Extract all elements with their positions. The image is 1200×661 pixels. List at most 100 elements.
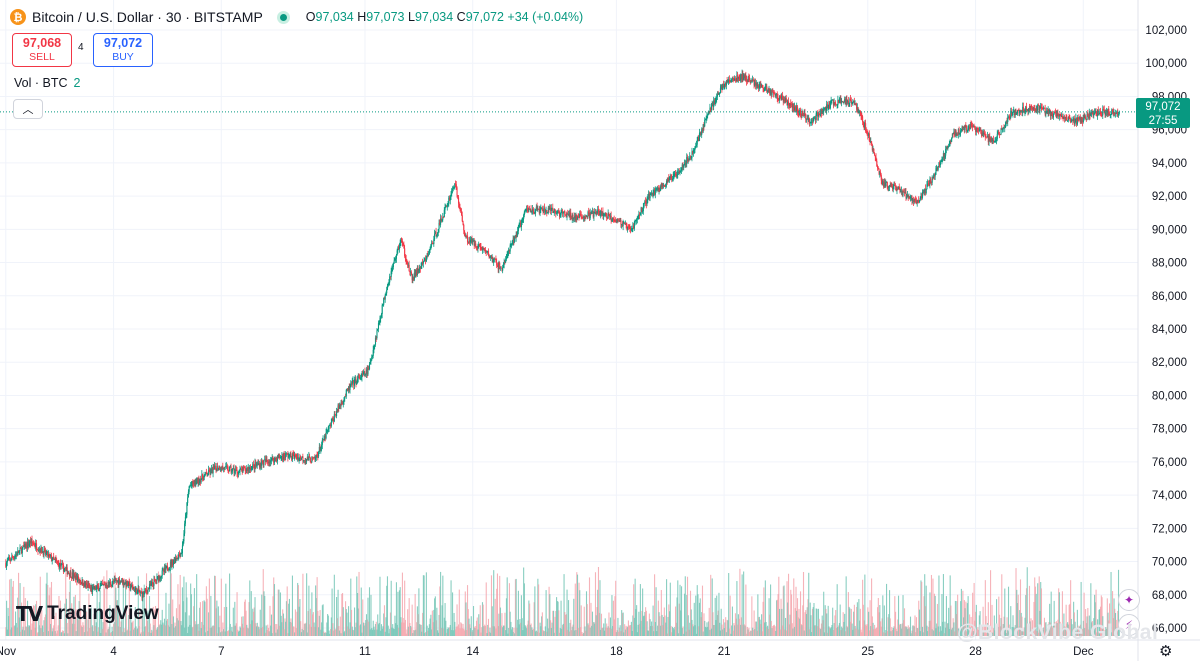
candle-body — [906, 197, 908, 199]
candle-body — [636, 216, 638, 220]
candle-body — [309, 457, 311, 463]
volume-bar — [281, 622, 283, 636]
volume-bar — [661, 614, 663, 636]
candle-body — [976, 127, 978, 129]
volume-bar — [454, 621, 456, 636]
candle-body — [1021, 110, 1023, 113]
volume-bar — [472, 606, 475, 636]
volume-bar — [137, 576, 139, 636]
candle-body — [413, 277, 415, 280]
volume-bar — [1010, 606, 1012, 636]
volume-bar — [1040, 588, 1043, 636]
candle-body — [948, 143, 950, 146]
candle-body — [104, 584, 106, 586]
volume-bar — [640, 620, 642, 636]
volume-bar — [1053, 600, 1055, 636]
volume-bar — [738, 618, 740, 636]
volume-bar — [576, 572, 578, 636]
volume-bar — [757, 594, 759, 636]
volume-bar — [560, 600, 562, 636]
volume-legend[interactable]: Vol · BTC 2 — [14, 76, 80, 90]
volume-bar — [653, 631, 655, 636]
candle-body — [286, 453, 288, 455]
y-tick-label: 88,000 — [1152, 258, 1187, 270]
candle-body — [660, 186, 662, 187]
volume-bar — [979, 611, 981, 636]
volume-bar — [366, 619, 368, 636]
candle-body — [446, 204, 448, 207]
candle-body — [595, 212, 597, 214]
x-tick-label: 14 — [466, 646, 479, 658]
candle-body — [643, 203, 645, 207]
candle-body — [291, 456, 293, 460]
candle-body — [179, 554, 181, 557]
volume-bar — [972, 592, 974, 636]
volume-bar — [36, 633, 38, 636]
candle-body — [841, 101, 843, 103]
volume-bar — [1001, 574, 1003, 636]
volume-bar — [721, 624, 723, 636]
candle-body — [612, 217, 614, 221]
buy-button[interactable]: 97,072 BUY — [93, 33, 153, 67]
volume-bar — [821, 615, 823, 636]
candle-body — [836, 105, 838, 106]
volume-bar — [227, 630, 229, 636]
symbol-title[interactable]: Bitcoin / U.S. Dollar · 30 · BITSTAMP — [32, 9, 263, 25]
candle-body — [441, 219, 443, 221]
candle-body — [677, 171, 680, 173]
candle-body — [282, 456, 284, 460]
volume-bar — [600, 629, 602, 636]
volume-bar — [730, 633, 732, 636]
volume-bar — [1108, 603, 1111, 636]
volume-bar — [253, 607, 255, 636]
candle-body — [758, 85, 760, 88]
volume-bar — [314, 626, 316, 636]
candle-body — [475, 243, 477, 248]
volume-bar — [205, 586, 207, 636]
candle-body — [728, 79, 730, 82]
volume-bar — [924, 574, 926, 636]
candle-body — [1039, 108, 1041, 112]
indicator-button[interactable]: ✦ — [1118, 589, 1140, 611]
candle-body — [67, 572, 69, 575]
candle-body — [79, 580, 81, 583]
candle-body — [1048, 110, 1050, 113]
candle-body — [487, 250, 489, 252]
volume-bar — [807, 599, 809, 636]
candle-body — [704, 119, 706, 127]
volume-bar — [526, 628, 528, 636]
collapse-legend-button[interactable]: ︿ — [13, 99, 43, 119]
volume-bar — [936, 623, 938, 636]
candle-body — [145, 589, 147, 591]
volume-bar — [509, 611, 511, 636]
volume-bar — [232, 607, 234, 636]
volume-bar — [680, 586, 683, 636]
volume-bar — [538, 632, 540, 636]
candle-body — [516, 234, 518, 236]
candle-body — [496, 262, 498, 266]
volume-bar — [582, 632, 585, 636]
gear-icon[interactable]: ⚙ — [1159, 642, 1173, 660]
chart-header: ₿ Bitcoin / U.S. Dollar · 30 · BITSTAMP … — [10, 6, 583, 28]
candle-body — [532, 208, 534, 213]
candle-body — [540, 208, 542, 209]
volume-bar — [864, 574, 866, 636]
sell-button[interactable]: 97,068 SELL — [12, 33, 72, 67]
candle-body — [813, 118, 815, 120]
volume-bar — [419, 624, 421, 636]
candle-body — [505, 259, 507, 263]
candle-body — [874, 155, 876, 158]
candle-body — [916, 200, 918, 204]
volume-bar — [258, 629, 261, 636]
volume-bar — [974, 620, 976, 636]
alert-button[interactable]: ⚡ — [1118, 614, 1140, 636]
volume-bar — [607, 626, 609, 636]
volume-bar — [674, 626, 676, 636]
volume-bar — [650, 625, 652, 636]
tradingview-logo[interactable]: TV TradingView — [16, 602, 159, 626]
volume-bar — [338, 625, 340, 636]
volume-bar — [145, 625, 147, 636]
volume-bar — [494, 598, 496, 636]
